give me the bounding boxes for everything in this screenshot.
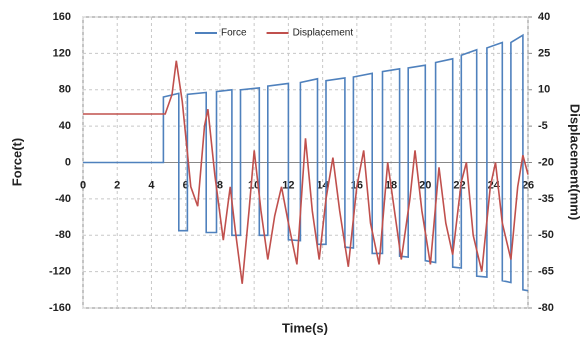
x-tick-label: 26 <box>522 179 534 191</box>
y-tick-label: -40 <box>55 193 71 205</box>
legend-label: Displacement <box>293 28 354 39</box>
y2-axis-label: Displacement(mm) <box>568 104 583 220</box>
y2-tick-label: -80 <box>538 302 554 314</box>
y-tick-label: -120 <box>49 266 71 278</box>
y-tick-label: 160 <box>53 11 71 23</box>
data-line <box>83 33 529 292</box>
y2-tick-label: 10 <box>538 84 550 96</box>
y2-tick-label: -65 <box>538 266 554 278</box>
x-tick-label: 6 <box>183 179 189 191</box>
y-tick-label: 0 <box>65 156 71 168</box>
x-tick-label: 2 <box>114 179 120 191</box>
x-tick-label: 8 <box>217 179 223 191</box>
y-tick-label: -160 <box>49 302 71 314</box>
x-tick-label: 22 <box>453 179 465 191</box>
x-tick-label: 4 <box>148 179 155 191</box>
legend-label: Force <box>221 28 247 39</box>
data-line <box>83 60 529 284</box>
y-axis-label: Force(t) <box>9 138 24 186</box>
y2-tick-label: -20 <box>538 156 554 168</box>
x-axis-label: Time(s) <box>282 320 328 335</box>
y2-tick-label: -50 <box>538 229 554 241</box>
y2-tick-label: 40 <box>538 11 550 23</box>
y-tick-label: 80 <box>59 84 71 96</box>
y2-tick-label: -5 <box>538 120 548 132</box>
x-tick-label: 0 <box>80 179 86 191</box>
y2-tick-label: 25 <box>538 47 550 59</box>
y2-tick-label: -35 <box>538 193 554 205</box>
y-tick-label: 40 <box>59 120 71 132</box>
y-tick-label: 120 <box>53 47 71 59</box>
y-tick-label: -80 <box>55 229 71 241</box>
